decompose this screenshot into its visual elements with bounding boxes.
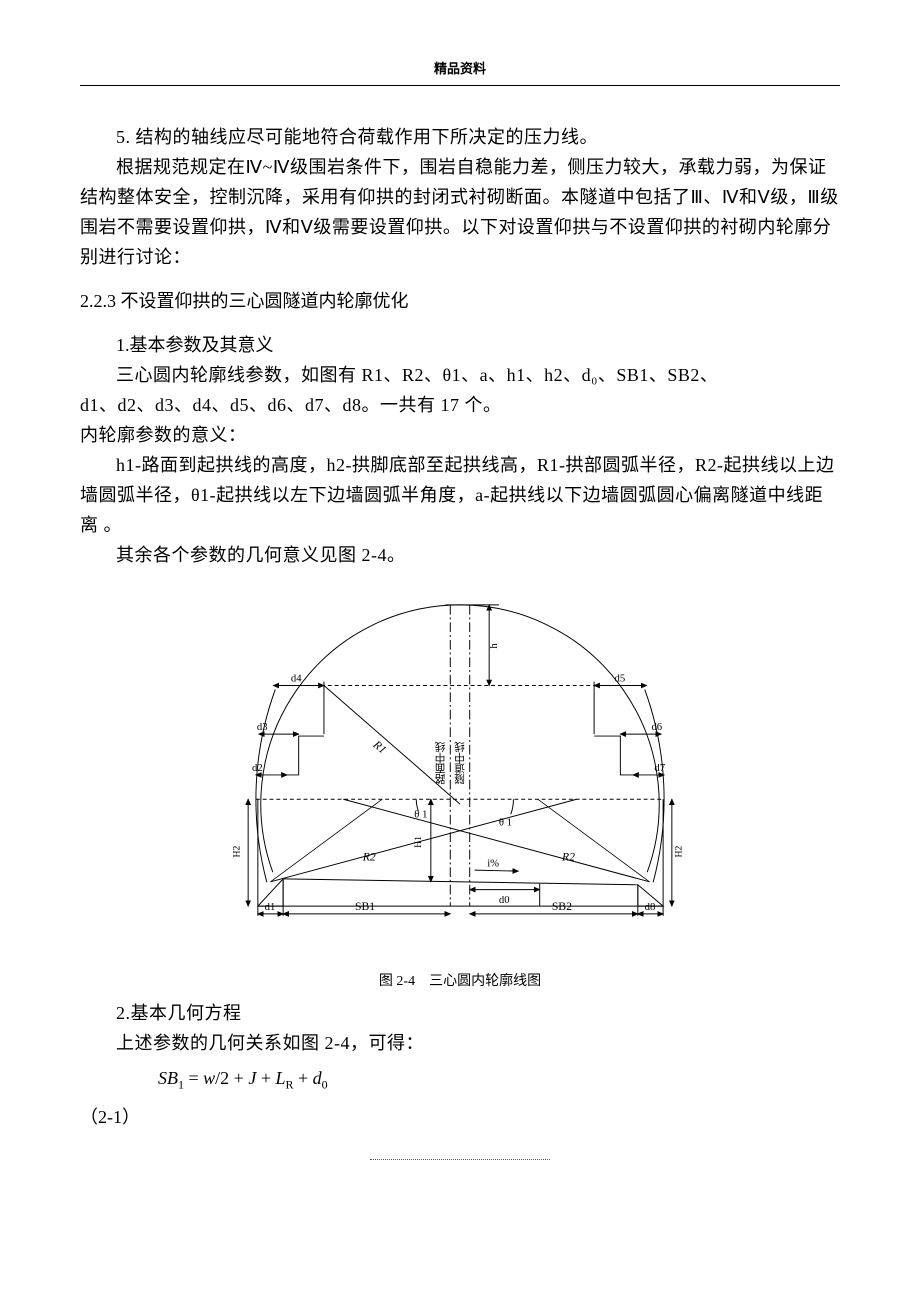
section-heading-2-2-3: 2.2.3 不设置仰拱的三心圆隧道内轮廓优化 (80, 286, 840, 316)
svg-text:隧道中线: 隧道中线 (454, 742, 466, 785)
page-content: 5. 结构的轴线应尽可能地符合荷载作用下所决定的压力线。 根据规范规定在Ⅳ~Ⅳ级… (80, 86, 840, 1129)
svg-text:θ 1: θ 1 (414, 809, 427, 821)
svg-text:H1: H1 (413, 836, 424, 848)
para-param-list-b: d1、d2、d3、d4、d5、d6、d7、d8。一共有 17 个。 (80, 390, 840, 420)
svg-text:d7: d7 (654, 762, 665, 774)
svg-text:H2: H2 (231, 846, 242, 858)
svg-text:路面中线: 路面中线 (435, 742, 447, 785)
para-geom-rel: 上述参数的几何关系如图 2-4，可得： (80, 1028, 840, 1058)
svg-text:R2: R2 (561, 850, 575, 863)
svg-text:θ 1: θ 1 (499, 816, 512, 828)
svg-text:SB2: SB2 (552, 900, 572, 913)
figure-2-4: h d4 d5 d3 d6 d2 d7 R1 R2 R2 θ 1 θ 1 H1 H2 H2 i% d0 d1 SB1… (160, 600, 760, 950)
svg-text:d8: d8 (645, 901, 656, 913)
svg-text:d5: d5 (615, 673, 626, 685)
para-param-list-a: 三心圆内轮廓线参数，如图有 R1、R2、θ1、a、h1、h2、d₀、SB1、SB… (80, 360, 840, 390)
svg-text:R2: R2 (362, 850, 376, 863)
svg-text:h: h (488, 643, 500, 649)
equation-text: SB1 = w/2 + J + LR + d0 (158, 1068, 328, 1088)
tunnel-diagram-svg: h d4 d5 d3 d6 d2 d7 R1 R2 R2 θ 1 θ 1 H1 H2 H2 i% d0 d1 SB1… (160, 600, 760, 945)
svg-text:d6: d6 (651, 721, 662, 733)
svg-text:H2: H2 (674, 846, 685, 858)
equation-number: （2-1） (80, 1103, 840, 1129)
svg-text:d1: d1 (265, 901, 276, 913)
equation-2-1: SB1 = w/2 + J + LR + d0 (158, 1068, 840, 1093)
svg-text:d4: d4 (291, 673, 302, 685)
para-5: 5. 结构的轴线应尽可能地符合荷载作用下所决定的压力线。 (80, 122, 840, 152)
svg-text:d0: d0 (499, 894, 510, 906)
svg-text:d2: d2 (252, 762, 263, 774)
svg-text:i%: i% (487, 857, 499, 869)
svg-text:R1: R1 (370, 737, 389, 756)
header-title: 精品资料 (0, 0, 920, 77)
para-1-basic: 1.基本参数及其意义 (80, 330, 840, 360)
para-meanings: h1-路面到起拱线的高度，h2-拱脚底部至起拱线高，R1-拱部圆弧半径，R2-起… (80, 450, 840, 540)
para-2-geom: 2.基本几何方程 (80, 998, 840, 1028)
figure-caption: 图 2-4 三心圆内轮廓线图 (80, 970, 840, 990)
footer-rule (370, 1159, 550, 1160)
para-meaning-heading: 内轮廓参数的意义： (80, 420, 840, 450)
svg-text:d3: d3 (257, 721, 268, 733)
para-intro: 根据规范规定在Ⅳ~Ⅳ级围岩条件下，围岩自稳能力差，侧压力较大，承载力弱，为保证结… (80, 152, 840, 272)
svg-text:SB1: SB1 (355, 900, 375, 913)
para-see-fig: 其余各个参数的几何意义见图 2-4。 (80, 540, 840, 570)
